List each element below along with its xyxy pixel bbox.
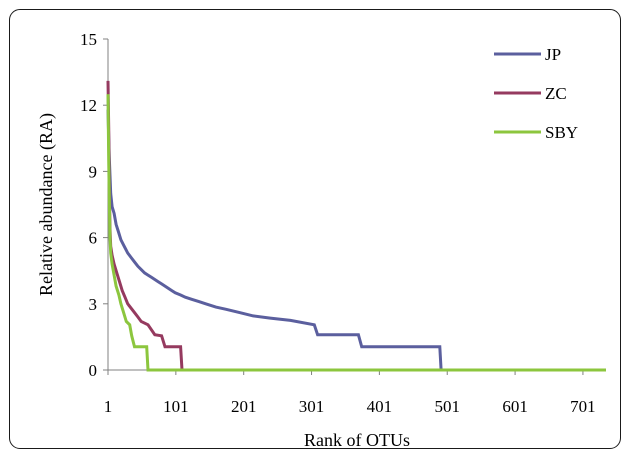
y-tick-label: 0: [89, 361, 98, 380]
series-line-sby: [106, 94, 606, 372]
x-tick-label: 401: [367, 397, 393, 416]
x-tick-label: 201: [231, 397, 257, 416]
x-tick-label: 601: [502, 397, 528, 416]
legend-label-zc: ZC: [545, 84, 567, 103]
series-line-zc: [106, 80, 606, 372]
y-tick-label: 12: [80, 96, 97, 115]
series-layer: [106, 80, 606, 372]
legend: JP ZC SBY: [494, 45, 578, 142]
y-tick-label: 15: [80, 30, 97, 49]
y-axis-title: Relative abundance (RA): [36, 113, 57, 296]
y-tick-label: 6: [89, 229, 98, 248]
x-tick-label: 1: [104, 397, 113, 416]
x-tick-label: 301: [299, 397, 325, 416]
axes: 0 3 6 9 12 15 1 101 201 301 401 501 601 701: [80, 30, 606, 416]
legend-label-jp: JP: [545, 45, 561, 64]
series-line-jp: [106, 109, 606, 372]
x-tick-label: 701: [570, 397, 596, 416]
legend-label-sby: SBY: [545, 123, 578, 142]
x-tick-label: 501: [434, 397, 460, 416]
x-axis-title: Rank of OTUs: [304, 430, 410, 450]
y-tick-label: 9: [89, 162, 98, 181]
y-tick-label: 3: [89, 295, 98, 314]
x-tick-label: 101: [163, 397, 189, 416]
